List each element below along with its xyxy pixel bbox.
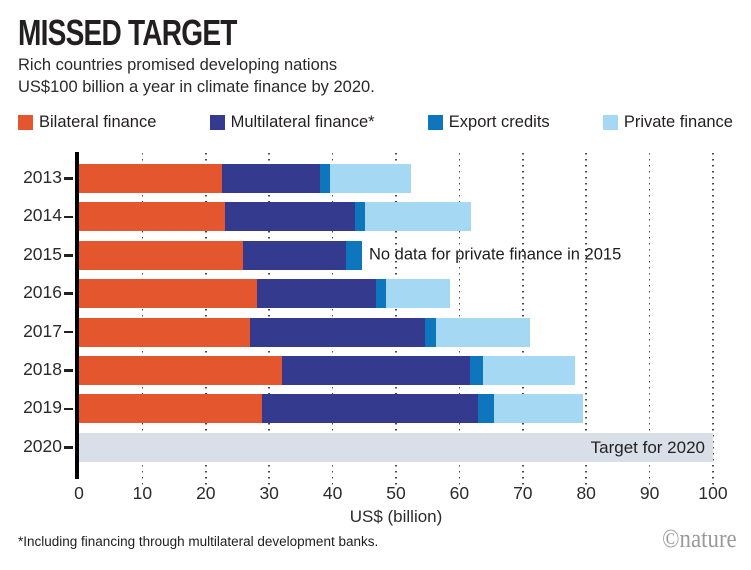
nature-logo: ©nature	[662, 524, 737, 553]
bar-segment	[79, 317, 251, 347]
x-axis-tick-label: 20	[196, 483, 216, 503]
bar-segment	[243, 240, 346, 270]
bar-segment	[256, 279, 377, 309]
y-axis-label: 2014	[23, 205, 62, 226]
legend-swatch-icon	[18, 115, 33, 130]
legend-item-1: Bilateral finance	[18, 113, 156, 132]
y-axis-label: 2017	[23, 320, 62, 341]
x-axis-tick-label: 40	[322, 483, 343, 503]
bar-row	[79, 394, 583, 424]
legend-label: Export credits	[448, 113, 550, 131]
y-axis-tick	[64, 177, 73, 180]
x-axis-tick-label: 70	[513, 483, 533, 503]
bar-segment	[385, 279, 450, 309]
bar-segment	[79, 394, 262, 424]
x-axis-tick-label: 0	[74, 483, 84, 503]
y-axis-tick	[64, 330, 73, 334]
legend-label: Multilateral finance*	[230, 113, 375, 131]
subtitle-line-2: US$100 billion a year in climate finance…	[18, 77, 375, 96]
x-axis-tick-label: 90	[639, 483, 660, 503]
bar-segment	[435, 317, 531, 347]
bar-segment	[221, 164, 320, 193]
y-axis-tick	[64, 254, 73, 257]
y-axis-label: 2019	[23, 397, 62, 418]
gridline	[585, 153, 587, 487]
footnote: *Including financing through multilatera…	[18, 534, 379, 549]
bar-segment	[469, 356, 483, 385]
bar-segment	[494, 394, 583, 424]
gridline	[648, 153, 651, 487]
y-axis-label: 2016	[23, 282, 62, 303]
bar-row	[79, 279, 450, 309]
gridline	[712, 153, 714, 487]
y-axis-tick	[64, 292, 73, 295]
bar-segment	[281, 356, 470, 385]
y-axis-label: 2013	[23, 167, 62, 187]
x-axis-tick-label: 10	[132, 483, 153, 503]
legend-swatch-icon	[602, 115, 618, 130]
bar-segment	[225, 202, 355, 232]
no-data-annotation: No data for private finance in 2015	[369, 245, 622, 264]
page-title: MISSED TARGET	[18, 12, 237, 53]
target-label: Target for 2020	[590, 437, 705, 457]
bar-segment	[79, 356, 282, 385]
bar-segment	[345, 240, 362, 270]
bar-segment	[424, 317, 436, 347]
bar-segment	[477, 394, 495, 424]
bar-row	[79, 164, 412, 193]
legend-label: Private finance	[623, 113, 733, 131]
bar-segment	[330, 164, 412, 193]
x-axis-tick-label: 80	[576, 483, 596, 503]
legend-swatch-icon	[209, 115, 225, 130]
legend-label: Bilateral finance	[39, 113, 157, 131]
y-axis-line	[74, 152, 79, 479]
bar-segment	[261, 394, 478, 424]
legend-item-3: Export credits	[427, 113, 550, 132]
bar-segment	[319, 164, 331, 193]
y-axis-label: 2018	[23, 359, 62, 379]
chart-subtitle: Rich countries promised developing natio…	[18, 55, 375, 99]
subtitle-line-1: Rich countries promised developing natio…	[18, 56, 338, 74]
bar-segment	[79, 164, 222, 193]
legend-swatch-icon	[427, 115, 443, 130]
bar-segment	[354, 202, 365, 232]
y-axis-tick	[64, 407, 73, 411]
bar-segment	[376, 279, 386, 309]
y-axis-tick	[64, 215, 73, 219]
bar-row	[79, 202, 471, 232]
x-axis-title: US$ (billion)	[349, 507, 443, 526]
legend-item-2: Multilateral finance*	[209, 113, 375, 132]
x-axis-tick-label: 30	[259, 483, 279, 503]
y-axis-tick	[64, 369, 73, 372]
y-axis-label: 2015	[23, 243, 62, 264]
plot-area: Target for 2020	[79, 153, 714, 487]
bar-row	[79, 356, 576, 385]
bar-row	[79, 240, 362, 270]
bar-segment	[250, 317, 425, 347]
legend-item-4: Private finance	[602, 113, 733, 132]
y-axis-tick	[64, 446, 73, 449]
bar-segment	[79, 240, 244, 270]
x-axis-tick-label: 60	[449, 483, 470, 503]
y-axis-label: 2020	[23, 435, 62, 456]
bar-segment	[79, 279, 257, 309]
x-axis-tick-label: 100	[698, 483, 728, 503]
x-axis-tick-label: 50	[386, 483, 406, 503]
bar-segment	[364, 202, 471, 232]
bar-segment	[79, 202, 226, 232]
bar-segment	[482, 356, 576, 385]
target-bar: Target for 2020	[79, 432, 713, 462]
bar-row	[79, 317, 531, 347]
chart-legend: Bilateral finance Multilateral finance* Ex…	[18, 113, 733, 132]
